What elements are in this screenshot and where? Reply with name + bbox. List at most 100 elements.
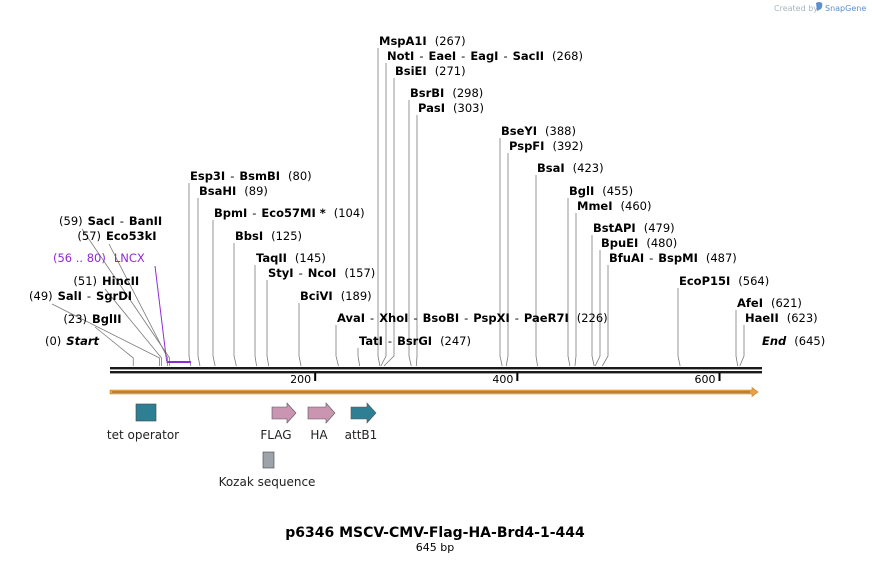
label-part-bsahi-0: BsaHI xyxy=(199,184,236,198)
cut-line-hincii-51 xyxy=(104,288,162,366)
tick-label-400: 400 xyxy=(492,373,513,386)
label-part-480-1: (480) xyxy=(646,236,677,250)
cut-site-label-mspa1i-267[interactable]: MspA1I (267) xyxy=(379,34,466,48)
tick-mark-200 xyxy=(314,373,317,381)
label-part-ecop15i-0: EcoP15I xyxy=(679,274,730,288)
label-part-bpuei-0: BpuEI xyxy=(601,236,638,250)
cut-line-styi-157 xyxy=(266,280,270,367)
cut-line-tati-247 xyxy=(357,348,361,367)
cut-site-label-bsrbi-298[interactable]: BsrBI (298) xyxy=(410,86,483,100)
label-part-623-1: (623) xyxy=(787,311,818,325)
cut-line-saci-59 xyxy=(81,228,171,366)
label-part-157-3: (157) xyxy=(344,266,375,280)
cut-site-label-bsiei-271[interactable]: BsiEI (271) xyxy=(395,64,466,78)
cut-site-lines xyxy=(51,48,745,367)
cut-site-label-bsai-423[interactable]: BsaI (423) xyxy=(537,161,604,175)
label-part-bsai-0: BsaI xyxy=(537,161,565,175)
feature-flag[interactable] xyxy=(271,402,297,424)
feature-attb1[interactable] xyxy=(350,402,377,424)
tick-label-600: 600 xyxy=(695,373,716,386)
cut-site-label-bfuai-487[interactable]: BfuAI - BspMI (487) xyxy=(609,251,737,265)
label-part-51-0: (51) xyxy=(73,274,97,288)
cut-site-label-bcivi-189[interactable]: BciVI (189) xyxy=(300,289,372,303)
cut-site-label-styi-157[interactable]: StyI - NcoI (157) xyxy=(268,266,375,280)
cut-site-labels: (0) Start (23) BglII (49) SalI - SgrDI(51) HincI… xyxy=(29,34,825,348)
cut-site-label-eco53ki-57[interactable]: (57) Eco53kI xyxy=(77,229,156,243)
cut-site-label-bsahi-89[interactable]: BsaHI (89) xyxy=(199,184,268,198)
cut-site-label-saci-59[interactable]: (59) SacI - BanII xyxy=(59,214,162,228)
label-part-226-9: (226) xyxy=(577,311,608,325)
cut-site-label-avai-226[interactable]: AvaI - XhoI - BsoBI - PspXI - PaeR7I (226) xyxy=(337,311,608,325)
cut-site-label-bstapi-479[interactable]: BstAPI (479) xyxy=(593,221,675,235)
label-part-bsmbi-2: BsmBI xyxy=(239,169,280,183)
cut-site-label-sali-49[interactable]: (49) SalI - SgrDI xyxy=(29,289,132,303)
label-part-189-1: (189) xyxy=(341,289,372,303)
label-part-59-0: (59) xyxy=(59,214,83,228)
label-part-eaei-2: EaeI xyxy=(428,49,456,63)
label-part-bsiei-0: BsiEI xyxy=(395,64,427,78)
feature-tet-operator[interactable] xyxy=(135,403,157,422)
label-part-bsobi-4: BsoBI xyxy=(423,311,460,325)
label-part-hincii-1: HincII xyxy=(102,274,139,288)
cut-site-label-mmei-460[interactable]: MmeI (460) xyxy=(577,199,651,213)
primer-label[interactable]: (56 .. 80) LNCX xyxy=(53,251,145,265)
cut-site-label-bseyi-388[interactable]: BseYI (388) xyxy=(501,124,576,138)
label-part-564-1: (564) xyxy=(738,274,769,288)
cut-line-bseyi-388 xyxy=(499,138,503,367)
cut-line-bstapi-479 xyxy=(591,235,595,367)
cut-site-label-noti-268[interactable]: NotI - EaeI - EagI - SacII (268) xyxy=(387,49,583,63)
cut-site-label-start-0[interactable]: (0) Start xyxy=(45,334,100,348)
label-part-49-0: (49) xyxy=(29,289,53,303)
cut-line-bpmi-104 xyxy=(212,220,216,367)
label-part-388-1: (388) xyxy=(545,124,576,138)
cut-site-label-bpmi-104[interactable]: BpmI - Eco57MI * (104) xyxy=(214,206,365,220)
cut-line-bgli-455 xyxy=(567,198,571,367)
feature-label-ha: HA xyxy=(310,428,328,442)
label-part-saci-1: SacI xyxy=(88,214,115,228)
cut-line-bfuai-487 xyxy=(601,265,609,367)
label-part-sacii-6: SacII xyxy=(513,49,544,63)
label-part-271-1: (271) xyxy=(435,64,466,78)
cut-site-label-taqii-145[interactable]: TaqII (145) xyxy=(256,251,326,265)
cut-site-label-esp3i-80[interactable]: Esp3I - BsmBI (80) xyxy=(190,169,312,183)
cut-site-label-hincii-51[interactable]: (51) HincII xyxy=(73,274,139,288)
label-part-298-1: (298) xyxy=(452,86,483,100)
feature-kozak-sequence[interactable] xyxy=(262,451,275,469)
label-part-bstapi-0: BstAPI xyxy=(593,221,636,235)
cut-site-label-pasi-303[interactable]: PasI (303) xyxy=(418,101,484,115)
label-part-bsrgi-2: BsrGI xyxy=(397,334,432,348)
primer-name: LNCX xyxy=(114,251,145,265)
label-part-eco53ki-1: Eco53kI xyxy=(106,229,157,243)
primer-range: (56 .. 80) xyxy=(53,251,106,265)
cut-site-label-bglii-23[interactable]: (23) BglII xyxy=(63,312,121,326)
snapgene-logo-icon xyxy=(816,2,823,11)
cut-site-label-bgli-455[interactable]: BglI (455) xyxy=(569,184,633,198)
primer-leader-line xyxy=(154,265,168,362)
label-part-esp3i-0: Esp3I xyxy=(190,169,225,183)
cut-site-label-bbsi-125[interactable]: BbsI (125) xyxy=(235,229,302,243)
label-part-268-7: (268) xyxy=(552,49,583,63)
cut-line-noti-268 xyxy=(380,63,387,367)
cut-line-bbsi-125 xyxy=(233,243,237,367)
sequence-backbone xyxy=(110,367,762,374)
cut-line-bsiei-271 xyxy=(383,78,395,367)
cut-site-label-tati-247[interactable]: TatI - BsrGI (247) xyxy=(359,334,471,348)
label-part-89-1: (89) xyxy=(244,184,268,198)
label-part-0-0: (0) xyxy=(45,334,61,348)
label-part--2: - xyxy=(120,214,124,228)
cut-site-label-ecop15i-564[interactable]: EcoP15I (564) xyxy=(679,274,769,288)
cut-site-label-pspfi-392[interactable]: PspFI (392) xyxy=(509,139,583,153)
label-part-392-1: (392) xyxy=(552,139,583,153)
label-part-bglii-1: BglII xyxy=(92,312,122,326)
label-part--1: - xyxy=(370,311,374,325)
cut-site-label-end-645[interactable]: End (645) xyxy=(762,334,825,348)
cut-site-label-afei-621[interactable]: AfeI (621) xyxy=(737,296,802,310)
cut-site-label-haeii-623[interactable]: HaeII (623) xyxy=(745,311,818,325)
label-part-621-1: (621) xyxy=(771,296,802,310)
feature-ha[interactable] xyxy=(307,402,336,424)
label-part-pspfi-0: PspFI xyxy=(509,139,544,153)
cut-site-label-bpuei-480[interactable]: BpuEI (480) xyxy=(601,236,677,250)
label-part-145-1: (145) xyxy=(295,251,326,265)
label-part-xhoi-2: XhoI xyxy=(379,311,408,325)
